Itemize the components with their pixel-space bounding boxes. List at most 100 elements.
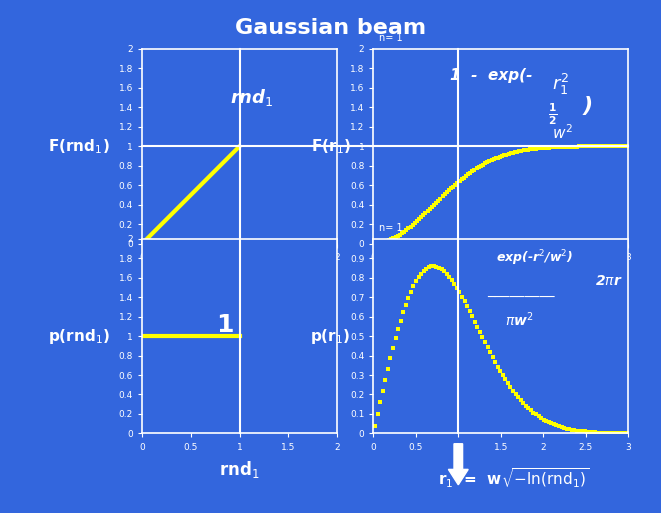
Point (566, 425, 577, 433)
Point (602, 429, 613, 437)
Point (418, 211, 428, 219)
Point (615, 429, 625, 438)
Point (592, 428, 603, 437)
Point (617, 429, 628, 438)
Point (416, 213, 426, 221)
Point (377, 239, 388, 247)
Point (572, 426, 582, 435)
Point (372, 410, 383, 418)
Point (446, 276, 457, 284)
Point (431, 199, 442, 207)
Point (395, 230, 405, 239)
Point (600, 142, 610, 150)
Point (588, 142, 599, 150)
Point (475, 328, 485, 336)
Point (582, 142, 593, 150)
Point (440, 190, 450, 199)
Point (383, 365, 393, 373)
Point (451, 284, 462, 292)
Point (602, 142, 612, 150)
Point (426, 262, 437, 270)
Point (414, 215, 424, 223)
Point (546, 419, 557, 427)
Point (537, 144, 548, 152)
Text: F(r$_1$): F(r$_1$) (311, 137, 350, 155)
Point (508, 387, 518, 395)
Point (490, 154, 501, 163)
Point (485, 348, 495, 357)
Point (410, 219, 420, 227)
Point (385, 354, 396, 363)
Point (610, 429, 621, 437)
Point (442, 270, 452, 278)
Point (487, 353, 498, 362)
Point (605, 429, 615, 437)
Point (405, 223, 416, 231)
Point (574, 427, 585, 435)
Point (518, 146, 529, 154)
Point (590, 428, 600, 437)
Point (512, 148, 522, 156)
Point (591, 142, 602, 150)
Point (587, 428, 598, 436)
Point (403, 294, 414, 302)
Point (541, 417, 551, 425)
Text: $\mathbf{\frac{1}{2}}$: $\mathbf{\frac{1}{2}}$ (548, 102, 557, 127)
Point (498, 371, 508, 380)
Point (506, 149, 516, 157)
Point (465, 169, 475, 177)
Point (613, 429, 623, 437)
Point (426, 203, 437, 211)
Point (607, 142, 618, 150)
Text: p(r$_1$): p(r$_1$) (310, 326, 351, 346)
Point (480, 338, 490, 346)
Point (434, 264, 444, 272)
Point (614, 142, 625, 150)
Point (616, 142, 627, 150)
Text: 2$\pi$r: 2$\pi$r (595, 273, 623, 288)
Point (539, 144, 550, 152)
Point (500, 376, 511, 384)
Text: 1  -  exp(-: 1 - exp(- (449, 68, 532, 83)
Point (620, 429, 631, 438)
Point (488, 155, 499, 164)
Point (461, 172, 471, 180)
Point (531, 145, 541, 153)
Point (580, 142, 591, 150)
Point (550, 143, 561, 151)
Point (529, 145, 539, 153)
Point (544, 144, 555, 152)
Point (403, 224, 414, 232)
Point (514, 147, 525, 155)
Point (444, 186, 454, 194)
Point (584, 428, 595, 436)
Point (395, 317, 406, 325)
Point (576, 427, 587, 436)
Point (408, 282, 419, 290)
Point (467, 167, 478, 175)
Point (398, 308, 408, 317)
Point (486, 156, 497, 164)
Point (597, 142, 607, 150)
Point (413, 273, 424, 281)
Point (554, 422, 564, 430)
Point (393, 232, 403, 240)
Point (510, 390, 521, 398)
Point (454, 288, 465, 296)
Point (525, 145, 535, 153)
Point (563, 143, 574, 151)
Text: $\pi$w$^2$: $\pi$w$^2$ (504, 311, 533, 329)
Point (555, 143, 565, 151)
Point (462, 302, 473, 310)
Point (467, 312, 477, 321)
Point (379, 238, 390, 246)
Point (449, 280, 459, 288)
Point (610, 142, 621, 150)
Point (595, 142, 605, 150)
Point (484, 157, 494, 165)
Point (520, 402, 531, 410)
Point (572, 143, 582, 151)
Point (582, 428, 592, 436)
Point (483, 343, 493, 351)
Point (548, 143, 559, 151)
